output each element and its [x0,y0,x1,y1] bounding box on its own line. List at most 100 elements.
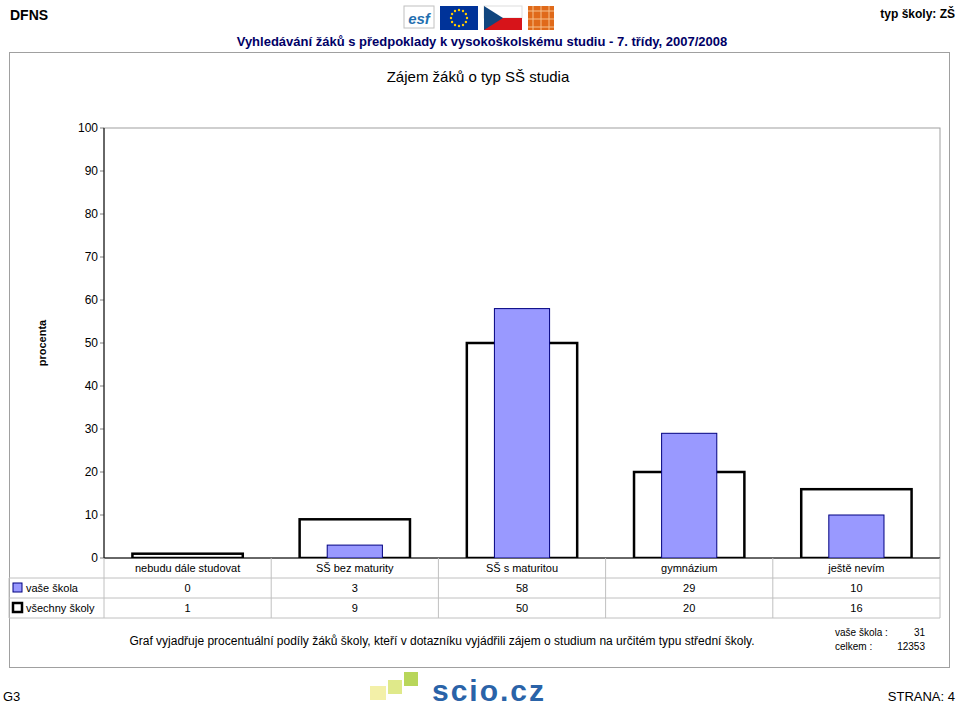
y-tick [100,472,104,473]
category-label: SŠ s maturitou [486,562,558,574]
table-value: 1 [185,602,191,614]
eu-star [462,10,464,12]
legend-key [13,603,22,612]
table-rule [9,578,940,579]
y-tick [100,300,104,301]
y-tick [100,515,104,516]
orange-logo-line [549,6,550,30]
table-rule [271,558,272,618]
count-value: 31 [914,627,926,638]
logos: esf [404,6,554,30]
table-rule [9,618,940,619]
eu-star [450,17,452,19]
table-rule [605,558,606,618]
y-tick [100,343,104,344]
bar [160,558,215,559]
y-tick-label: 80 [85,207,99,221]
bar [327,545,382,558]
table-rule [9,598,940,599]
bar [300,519,410,558]
table-rule [772,558,773,618]
chart-title: Zájem žáků o typ SŠ studia [387,68,570,85]
eu-star [465,13,467,15]
y-axis-line [104,128,105,558]
orange-logo [528,6,554,30]
table-rule [940,558,941,618]
y-tick-label: 30 [85,422,99,436]
y-tick-label: 100 [78,121,98,135]
logo-square [388,680,402,694]
footer-code: G3 [3,689,20,704]
y-tick [100,214,104,215]
orange-logo-line [528,27,554,28]
orange-logo-line [541,6,542,30]
legend-label: vaše škola [26,582,79,594]
table-value: 16 [850,602,862,614]
plot-frame [104,128,940,558]
table-rule [438,558,439,618]
y-tick-label: 20 [85,465,99,479]
table-value: 9 [352,602,358,614]
category-label: nebudu dále studovat [135,562,240,574]
table-rule [104,558,105,618]
page-title: Vyhledávání žáků s předpoklady k vysokoš… [237,34,728,49]
y-tick [100,128,104,129]
y-tick [100,257,104,258]
y-tick-label: 90 [85,164,99,178]
eu-star [451,13,453,15]
table-rule [9,578,10,618]
bar [829,515,884,558]
page: DFNStyp školy: ZŠesfVyhledávání žáků s p… [0,0,959,706]
cz-flag-blue [484,6,503,30]
y-tick [100,558,104,559]
y-tick-label: 70 [85,250,99,264]
footer-page: STRANA: 4 [888,689,955,704]
logo-square [404,672,418,686]
count-label: vaše škola : [835,627,888,638]
count-label: celkem : [835,641,872,652]
bar [494,309,549,558]
eu-flag [440,6,478,30]
bar [801,489,911,558]
caption: Graf vyjadřuje procentuální podíly žáků … [129,634,754,648]
table-value: 58 [516,582,528,594]
report-frame [10,53,950,668]
table-value: 0 [185,582,191,594]
eu-star [458,25,460,27]
legend-label: všechny školy [26,602,95,614]
bars [132,309,911,558]
logo-square [370,686,386,700]
y-tick-label: 10 [85,508,99,522]
scio-logo: scio.cz [370,672,546,706]
y-tick-label: 0 [91,551,98,565]
eu-star [462,24,464,26]
table-value: 20 [683,602,695,614]
eu-star [466,17,468,19]
orange-logo-line [528,19,554,20]
y-axis-label: procenta [36,319,48,366]
y-axis: 0 10 20 30 40 50 60 70 80 90 100 [78,121,940,565]
y-tick [100,386,104,387]
table-value: 50 [516,602,528,614]
y-tick-label: 60 [85,293,99,307]
y-tick-label: 40 [85,379,99,393]
logo-box [404,6,434,28]
bar [132,554,242,558]
category-label: gymnázium [661,562,717,574]
category-label: ještě nevím [827,562,884,574]
eu-star [451,21,453,23]
table-value: 3 [352,582,358,594]
category-label: SŠ bez maturity [316,562,394,574]
orange-logo-line [533,6,534,30]
legend-key [13,583,22,592]
eu-star [454,10,456,12]
scio-logo-text: scio.cz [432,674,546,706]
y-tick [100,429,104,430]
bar [662,433,717,558]
org: DFNS [10,7,48,23]
y-tick-label: 50 [85,336,99,350]
esf-logo: esf [408,10,432,27]
data-table: nebudu dále studovat SŠ bez maturity SŠ s … [9,558,940,618]
count-value: 12353 [897,641,925,652]
eu-star [458,9,460,11]
